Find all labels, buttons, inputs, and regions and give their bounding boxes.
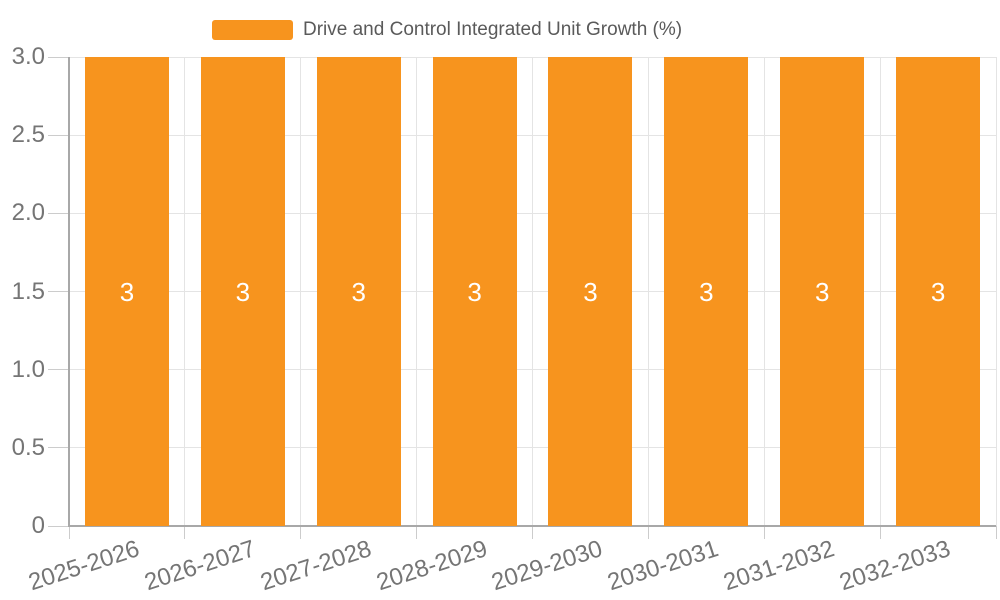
y-tick-mark xyxy=(48,56,69,58)
y-tick-label: 1.5 xyxy=(11,277,45,305)
gridline-vertical xyxy=(879,57,881,526)
x-tick-mark xyxy=(879,526,881,539)
bar[interactable] xyxy=(896,57,981,526)
x-tick-mark xyxy=(532,526,533,539)
y-tick-label: 3.0 xyxy=(11,43,45,70)
y-tick-mark xyxy=(48,134,69,136)
y-tick-label: 1.0 xyxy=(11,355,45,383)
x-tick-mark xyxy=(763,526,765,539)
y-axis-line xyxy=(68,57,70,526)
y-tick-label: 0.5 xyxy=(11,433,45,461)
x-tick-mark xyxy=(184,526,186,539)
bar[interactable] xyxy=(780,57,865,526)
y-tick-mark xyxy=(48,525,69,527)
y-tick-label: 2.5 xyxy=(11,121,45,149)
x-tick-mark xyxy=(995,526,997,539)
gridline-vertical xyxy=(995,57,997,526)
gridline-vertical xyxy=(300,57,302,526)
legend-item[interactable]: Drive and Control Integrated Unit Growth… xyxy=(212,20,682,40)
legend-swatch-icon xyxy=(212,20,293,40)
gridline-vertical xyxy=(647,57,649,526)
y-tick-mark xyxy=(48,212,69,214)
y-tick-mark xyxy=(48,447,69,449)
y-tick-label: 0 xyxy=(31,512,45,539)
bar-value-label: 3 xyxy=(583,276,598,307)
x-tick-mark xyxy=(647,526,649,539)
bar[interactable] xyxy=(200,57,285,526)
bar-value-label: 3 xyxy=(467,276,482,307)
gridline-vertical xyxy=(416,57,418,526)
bar-value-label: 3 xyxy=(699,276,714,307)
bar[interactable] xyxy=(664,57,749,526)
x-axis-line xyxy=(68,525,996,527)
bar[interactable] xyxy=(84,57,169,526)
gridline-vertical xyxy=(532,57,533,526)
y-tick-mark xyxy=(48,291,69,292)
bar[interactable] xyxy=(548,57,633,526)
y-tick-label: 2.0 xyxy=(11,199,45,227)
bar-value-label: 3 xyxy=(351,276,366,307)
x-tick-mark xyxy=(416,526,418,539)
bar-value-label: 3 xyxy=(235,276,251,307)
y-tick-mark xyxy=(48,369,69,371)
bar-value-label: 3 xyxy=(814,276,830,307)
bar-value-label: 3 xyxy=(119,276,135,307)
gridline-vertical xyxy=(184,57,186,526)
gridline-vertical xyxy=(763,57,765,526)
x-tick-mark xyxy=(68,526,70,539)
x-tick-mark xyxy=(300,526,302,539)
bar-value-label: 3 xyxy=(930,276,946,307)
bar[interactable] xyxy=(432,57,517,526)
bar[interactable] xyxy=(316,57,401,526)
legend-label: Drive and Control Integrated Unit Growth… xyxy=(303,19,683,40)
